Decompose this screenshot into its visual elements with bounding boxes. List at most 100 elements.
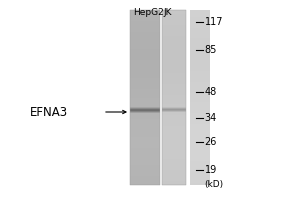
Bar: [190, 165, 210, 168]
Bar: [190, 19, 210, 21]
Text: HepG2: HepG2: [133, 8, 164, 17]
Bar: [162, 152, 186, 154]
Bar: [190, 178, 210, 181]
Bar: [130, 104, 160, 106]
Bar: [162, 113, 186, 115]
Bar: [190, 150, 210, 152]
Bar: [190, 52, 210, 54]
Bar: [190, 143, 210, 146]
Bar: [130, 168, 160, 170]
Bar: [162, 172, 186, 174]
Bar: [162, 49, 186, 52]
Bar: [162, 163, 186, 165]
Bar: [162, 62, 186, 65]
Bar: [130, 41, 160, 43]
Bar: [130, 181, 160, 183]
Bar: [130, 108, 160, 109]
Bar: [162, 178, 186, 181]
Bar: [190, 58, 210, 60]
Bar: [190, 10, 210, 12]
Bar: [130, 54, 160, 56]
Text: 19: 19: [205, 165, 217, 175]
Bar: [130, 159, 160, 161]
Bar: [130, 100, 160, 102]
Bar: [190, 25, 210, 27]
Bar: [190, 161, 210, 163]
Bar: [190, 176, 210, 178]
Bar: [162, 89, 186, 91]
Bar: [130, 139, 160, 141]
Bar: [130, 62, 160, 65]
Bar: [130, 78, 160, 80]
Bar: [130, 137, 160, 139]
Bar: [162, 80, 186, 82]
Bar: [162, 154, 186, 157]
Bar: [130, 106, 160, 108]
Bar: [130, 30, 160, 32]
Bar: [162, 126, 186, 128]
Bar: [130, 47, 160, 49]
Bar: [190, 60, 210, 62]
Bar: [190, 135, 210, 137]
Bar: [190, 76, 210, 78]
Bar: [130, 135, 160, 137]
Bar: [190, 91, 210, 93]
Bar: [162, 119, 186, 122]
Bar: [162, 111, 186, 113]
Bar: [190, 100, 210, 102]
Bar: [162, 78, 186, 80]
Bar: [162, 54, 186, 56]
Bar: [162, 104, 186, 106]
Bar: [190, 104, 210, 106]
Bar: [130, 43, 160, 45]
Bar: [190, 36, 210, 38]
Bar: [162, 148, 186, 150]
Bar: [190, 126, 210, 128]
Bar: [162, 130, 186, 132]
Bar: [130, 69, 160, 71]
Bar: [162, 47, 186, 49]
Bar: [130, 126, 160, 128]
Bar: [162, 137, 186, 139]
Bar: [190, 115, 210, 117]
Bar: [162, 117, 186, 119]
Bar: [190, 17, 210, 19]
Bar: [130, 124, 160, 126]
Bar: [190, 128, 210, 130]
Bar: [190, 14, 210, 17]
Bar: [190, 95, 210, 98]
Text: 26: 26: [205, 137, 217, 147]
Bar: [130, 87, 160, 89]
Bar: [130, 148, 160, 150]
Bar: [162, 122, 186, 124]
Bar: [130, 89, 160, 91]
Bar: [130, 45, 160, 47]
Bar: [130, 25, 160, 27]
Bar: [130, 91, 160, 93]
Bar: [162, 19, 186, 21]
Bar: [130, 152, 160, 154]
Bar: [162, 168, 186, 170]
Bar: [162, 100, 186, 102]
Bar: [130, 107, 160, 108]
Bar: [190, 111, 210, 113]
Bar: [162, 181, 186, 183]
Bar: [130, 67, 160, 69]
Text: 117: 117: [205, 17, 223, 27]
Bar: [130, 60, 160, 62]
Bar: [190, 21, 210, 23]
Bar: [130, 117, 160, 119]
Bar: [162, 71, 186, 73]
Bar: [190, 67, 210, 69]
Bar: [162, 159, 186, 161]
Bar: [190, 56, 210, 58]
Bar: [162, 170, 186, 172]
Bar: [190, 117, 210, 119]
Bar: [130, 132, 160, 135]
Bar: [162, 32, 186, 34]
Bar: [130, 112, 160, 113]
Bar: [190, 98, 210, 100]
Bar: [162, 17, 186, 19]
Bar: [130, 65, 160, 67]
Bar: [190, 157, 210, 159]
